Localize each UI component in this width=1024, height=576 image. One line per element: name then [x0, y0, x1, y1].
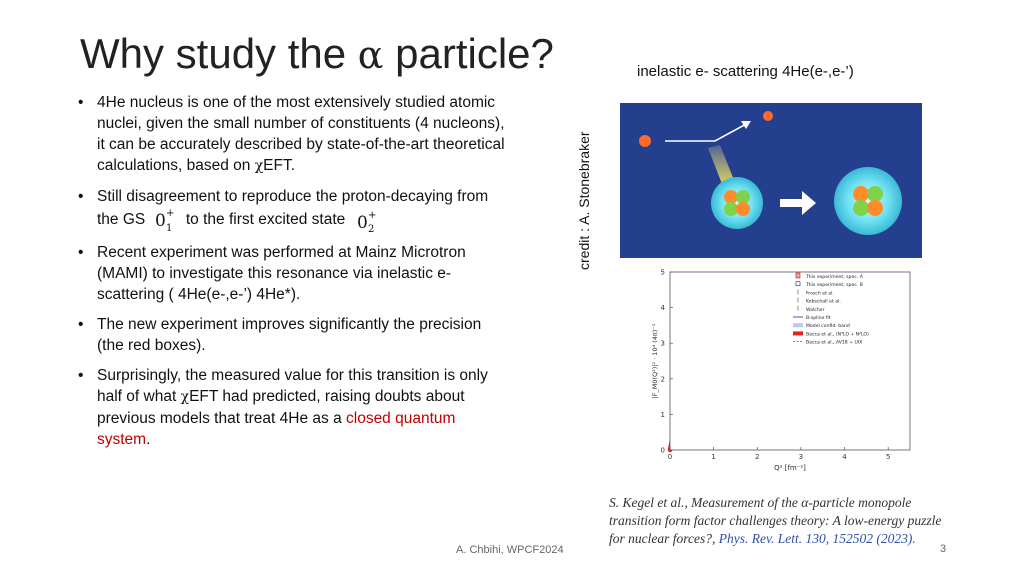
y-axis-label: |F_M0(Q²)|² · 10⁴ (4π)⁻¹ [651, 323, 659, 398]
footer-author: A. Chbihi, WPCF2024 [456, 544, 564, 556]
excited-state-nucleus [834, 167, 902, 235]
legend-swatch [795, 281, 801, 287]
scattering-illustration [620, 103, 922, 258]
panel-caption: inelastic e- scattering 4He(e-,e-’) [637, 63, 854, 80]
chart-axes: 0 1 2 3 4 5 0 1 2 3 4 5 Q² [fm⁻²] |F_M0(Q²)|² · 10⁴ (… [651, 269, 911, 472]
page-number: 3 [940, 543, 947, 555]
x-tick-label: 5 [886, 453, 890, 461]
bullet-text: 4He nucleus is one of the most extensive… [97, 94, 505, 174]
legend-entry: Bacca et al., AV18 + UIX [806, 340, 862, 346]
slide-title: Why study the α particle? [80, 30, 554, 78]
x-tick-label: 1 [711, 453, 715, 461]
bullet-text: EFT had predicted, raising doubts about … [97, 388, 465, 427]
title-prefix: Why study the [80, 30, 358, 77]
legend-entry: Kobschall et al. [806, 299, 841, 305]
reference-citation: S. Kegel et al., Measurement of the α-pa… [609, 495, 942, 546]
journal-reference[interactable]: Phys. Rev. Lett. 130, 152502 (2023). [718, 531, 916, 546]
bullet-text: . [146, 431, 151, 448]
legend-swatch [795, 272, 801, 279]
bullet-list: 4He nucleus is one of the most extensive… [78, 92, 508, 459]
excited-state-symbol: 0 + 2 [357, 210, 376, 233]
alpha-symbol: α [357, 33, 384, 77]
plot-frame [669, 271, 911, 451]
svg-text:2: 2 [368, 224, 374, 233]
legend-swatch [793, 331, 803, 336]
bullet-text: Surprisingly, the measured value for thi… [97, 367, 488, 405]
legend-entry: Bacca et al., (N³LO + N²LO) [806, 331, 869, 337]
arrow-head-icon [741, 121, 751, 129]
x-tick-label: 0 [668, 453, 672, 461]
title-suffix: particle? [383, 30, 554, 77]
y-tick-label: 1 [661, 411, 665, 419]
svg-text:+: + [368, 210, 376, 221]
legend-entry: This experiment, spec. A [805, 274, 864, 280]
legend-entry: B-spline fit [806, 315, 831, 321]
scattered-electron [763, 111, 773, 121]
chart-legend: This experiment, spec. A This experiment,… [793, 272, 869, 346]
chi-symbol: χ [180, 389, 190, 405]
chi-symbol: χ [254, 158, 264, 174]
legend-entry: Model confid. band [806, 323, 850, 329]
y-tick-label: 3 [661, 340, 665, 348]
form-factor-chart: 0 1 2 3 4 5 0 1 2 3 4 5 Q² [fm⁻²] |F_M0(Q²)|² · 10⁴ (… [651, 269, 911, 472]
y-tick-label: 4 [661, 304, 666, 312]
ground-state-symbol: 0 + 1 [155, 208, 174, 233]
bullet-text: EFT. [263, 157, 296, 174]
bullet-item: Surprisingly, the measured value for thi… [78, 365, 508, 450]
x-tick-label: 3 [799, 453, 803, 461]
bullet-text: to the first excited state [185, 211, 346, 229]
svg-text:0: 0 [357, 213, 368, 233]
legend-entry: Walcher [806, 307, 825, 313]
bullet-item: 4He nucleus is one of the most extensive… [78, 92, 508, 177]
x-tick-label: 2 [755, 453, 759, 461]
transition-arrow-icon [780, 191, 816, 215]
photon-beam [708, 145, 736, 189]
trajectory-line [665, 122, 749, 142]
svg-text:0: 0 [155, 211, 166, 231]
legend-entry: Frosch et al. [806, 290, 834, 296]
x-axis-label: Q² [fm⁻²] [774, 464, 806, 472]
incoming-electron [639, 135, 651, 147]
legend-entry: This experiment, spec. B [805, 282, 863, 288]
bullet-item: Recent experiment was performed at Mainz… [78, 242, 508, 305]
legend-swatch [793, 323, 803, 328]
bullet-text: Still disagreement to reproduce the prot… [97, 188, 489, 229]
y-tick-label: 2 [661, 375, 665, 383]
bullet-item: The new experiment improves significantl… [78, 314, 508, 356]
bullet-text: Recent experiment was performed at Mainz… [97, 244, 466, 303]
y-tick-label: 0 [661, 447, 665, 455]
bullet-item: Still disagreement to reproduce the prot… [78, 186, 508, 233]
y-tick-label: 5 [661, 269, 665, 277]
ground-state-nucleus [711, 177, 763, 229]
svg-text:1: 1 [166, 223, 172, 233]
image-credit: credit : A. Stonebraker [576, 131, 592, 270]
highlight-text: closed quantum system [97, 410, 456, 448]
svg-text:+: + [166, 208, 174, 219]
x-tick-label: 4 [842, 453, 847, 461]
bullet-text: The new experiment improves significantl… [97, 316, 482, 354]
